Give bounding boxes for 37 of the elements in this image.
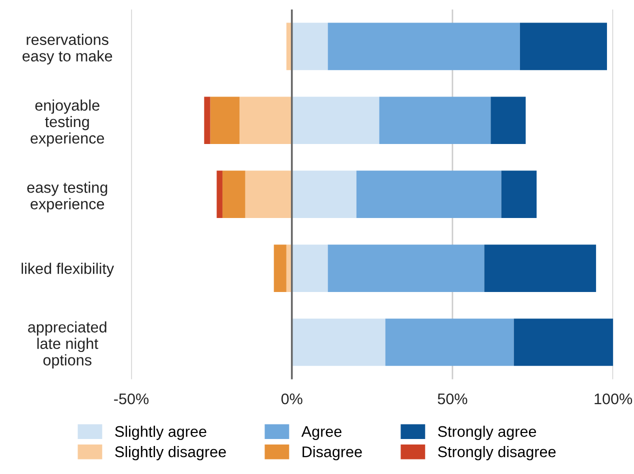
bar bbox=[239, 96, 292, 144]
bar bbox=[245, 170, 292, 218]
bar bbox=[292, 318, 386, 366]
legend-label: Slightly agree bbox=[115, 426, 206, 440]
legend-label: Disagree bbox=[302, 446, 362, 460]
bar bbox=[490, 96, 526, 144]
legend-label: Agree bbox=[301, 426, 342, 440]
legend-label: Strongly agree bbox=[438, 426, 536, 440]
y-tick-label: easy testing experience bbox=[27, 182, 108, 212]
bar bbox=[274, 244, 286, 292]
bar bbox=[379, 96, 491, 144]
legend-label: Slightly disagree bbox=[115, 446, 226, 460]
bar bbox=[520, 22, 607, 70]
bar bbox=[292, 170, 356, 218]
bar bbox=[210, 96, 240, 144]
y-tick-label: reservations easy to make bbox=[22, 34, 112, 64]
x-tick-label: 50% bbox=[438, 393, 468, 404]
bar bbox=[501, 170, 537, 218]
bar bbox=[328, 22, 520, 70]
bar bbox=[292, 96, 380, 144]
bar bbox=[292, 22, 328, 70]
bar bbox=[328, 244, 484, 292]
bar bbox=[385, 318, 514, 366]
y-tick-label: appreciated late night options bbox=[28, 321, 106, 368]
bar bbox=[484, 244, 596, 292]
y-tick-label: enjoyable testing experience bbox=[30, 100, 104, 147]
y-tick-label: liked flexibility bbox=[22, 262, 114, 277]
bar bbox=[216, 170, 222, 218]
bar bbox=[356, 170, 502, 218]
x-tick-label: 0% bbox=[281, 393, 302, 404]
bar bbox=[292, 244, 328, 292]
bar bbox=[204, 96, 210, 144]
x-tick-label: 100% bbox=[594, 393, 632, 404]
bar bbox=[222, 170, 246, 218]
legend-label: Strongly disagree bbox=[438, 446, 556, 460]
bar bbox=[514, 318, 614, 366]
x-tick-label: -50% bbox=[114, 393, 149, 404]
